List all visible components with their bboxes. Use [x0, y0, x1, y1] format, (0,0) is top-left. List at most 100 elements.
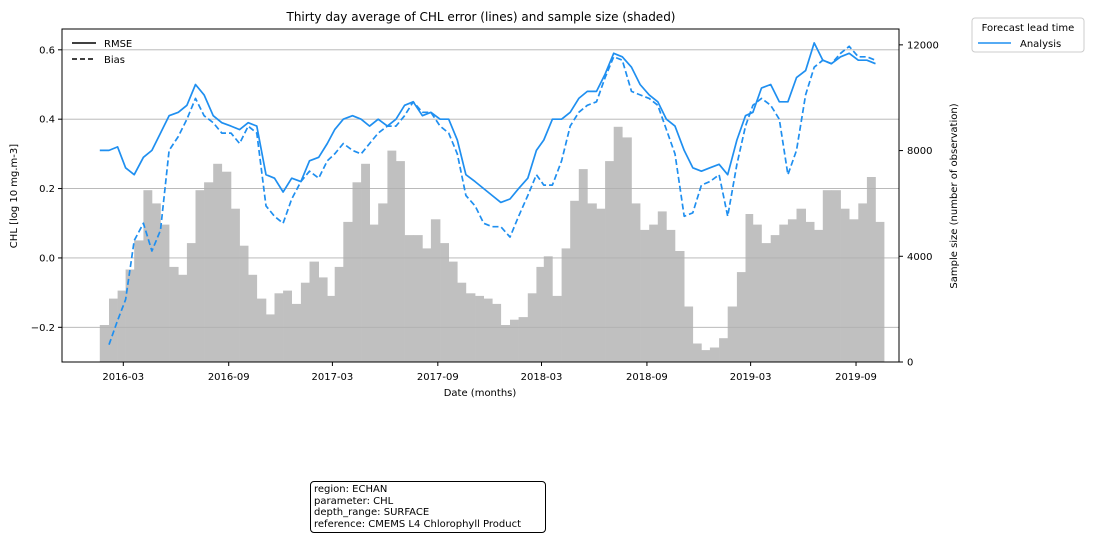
x-tick-label: 2019-09 — [835, 372, 877, 383]
sample-size-bar — [143, 190, 153, 362]
sample-size-bar — [543, 256, 553, 362]
sample-size-bars — [99, 126, 885, 362]
sample-size-bar — [221, 171, 232, 362]
sample-size-bar — [796, 208, 806, 362]
sample-size-bar — [649, 224, 659, 362]
y2-axis-label: Sample size (number of observation) — [949, 103, 960, 288]
x-tick-label: 2016-03 — [102, 372, 144, 383]
rmse-legend-label: RMSE — [104, 39, 132, 50]
sample-size-bar — [770, 235, 780, 362]
x-tick-label: 2018-03 — [521, 372, 563, 383]
y2-axis-ticks: 0 4000 8000 12000 — [899, 40, 939, 369]
sample-size-bar — [875, 221, 885, 362]
sample-size-bar — [805, 221, 815, 362]
sample-size-bar — [552, 295, 562, 362]
sample-size-bar — [396, 161, 405, 362]
sample-size-bar — [204, 182, 214, 362]
sample-size-bar — [518, 317, 529, 362]
sample-size-bar — [719, 338, 728, 362]
sample-size-bar — [752, 224, 762, 362]
sample-size-bar — [256, 298, 267, 362]
sample-size-bar — [684, 306, 694, 362]
metadata-reference: reference: CMEMS L4 Chlorophyll Product — [314, 518, 522, 530]
sample-size-bar — [109, 298, 118, 362]
sample-size-bar — [483, 298, 493, 362]
sample-size-bar — [151, 203, 161, 362]
sample-size-bar — [675, 251, 685, 362]
sample-size-bar — [849, 219, 859, 362]
sample-size-bar — [352, 182, 362, 362]
sample-size-bar — [596, 208, 606, 362]
y2-tick-label: 8000 — [907, 146, 932, 157]
sample-size-bar — [300, 282, 310, 362]
series-legend-title: Forecast lead time — [982, 23, 1075, 34]
sample-size-bar — [858, 203, 868, 362]
sample-size-bar — [510, 319, 519, 362]
sample-size-bar — [561, 248, 571, 362]
sample-size-bar — [422, 248, 432, 362]
x-axis-label: Date (months) — [444, 388, 517, 399]
sample-size-bar — [605, 161, 614, 362]
sample-size-bar — [430, 219, 441, 362]
sample-size-bar — [239, 245, 249, 362]
sample-size-bar — [727, 306, 738, 362]
sample-size-bar — [866, 177, 876, 362]
bias-legend-label: Bias — [104, 55, 125, 66]
y-tick-label: 0.6 — [39, 45, 55, 56]
sample-size-bar — [448, 261, 458, 362]
bias-line — [108, 45, 876, 345]
sample-size-bar — [745, 214, 754, 362]
y-tick-label: 0.0 — [39, 253, 55, 264]
analysis-legend-label: Analysis — [1020, 39, 1061, 50]
sample-size-bar — [283, 290, 292, 362]
y-axis-ticks: −0.2 0.0 0.2 0.4 0.6 — [31, 45, 62, 334]
x-tick-label: 2019-03 — [730, 372, 772, 383]
metadata-parameter: parameter: CHL — [314, 495, 394, 507]
x-tick-label: 2017-03 — [312, 372, 354, 383]
sample-size-bar — [761, 243, 771, 362]
y2-tick-label: 12000 — [907, 40, 939, 51]
sample-size-bar — [318, 277, 328, 362]
sample-size-bar — [413, 235, 423, 362]
sample-size-bar — [613, 126, 623, 362]
sample-size-bar — [117, 290, 126, 362]
sample-size-bar — [475, 295, 484, 362]
y-gridlines — [62, 49, 899, 328]
sample-size-bar — [822, 190, 832, 362]
sample-size-bar — [213, 163, 223, 362]
sample-size-bar — [779, 224, 789, 362]
sample-size-bar — [125, 269, 135, 362]
sample-size-bar — [831, 190, 841, 362]
sample-size-bar — [361, 163, 370, 362]
chart-title: Thirty day average of CHL error (lines) … — [286, 10, 676, 24]
sample-size-bar — [587, 203, 597, 362]
sample-size-bar — [378, 203, 388, 362]
sample-size-bar — [231, 208, 240, 362]
sample-size-bar — [160, 224, 170, 362]
sample-size-bar — [334, 266, 344, 362]
rmse-line — [99, 42, 876, 204]
sample-size-bar — [666, 229, 676, 362]
sample-size-bar — [709, 347, 720, 362]
sample-size-bar — [640, 229, 650, 362]
sample-size-bar — [369, 224, 379, 362]
series-legend: Forecast lead time Analysis — [971, 17, 1085, 53]
sample-size-bar — [570, 200, 580, 362]
sample-size-bar — [248, 274, 258, 362]
metadata-region: region: ECHAN — [314, 484, 388, 495]
sample-size-bar — [343, 221, 353, 362]
sample-size-bar — [195, 190, 205, 362]
y2-tick-label: 0 — [907, 358, 913, 369]
sample-size-bar — [457, 282, 467, 362]
sample-size-bar — [536, 266, 545, 362]
sample-size-bar — [178, 274, 188, 362]
sample-size-bar — [736, 272, 746, 362]
style-legend: RMSE Bias — [72, 39, 132, 66]
y2-tick-label: 4000 — [907, 252, 932, 263]
sample-size-bar — [840, 208, 850, 362]
x-tick-label: 2018-09 — [626, 372, 668, 383]
sample-size-bar — [631, 203, 641, 362]
y-tick-label: 0.4 — [39, 115, 55, 126]
sample-size-bar — [169, 266, 179, 362]
